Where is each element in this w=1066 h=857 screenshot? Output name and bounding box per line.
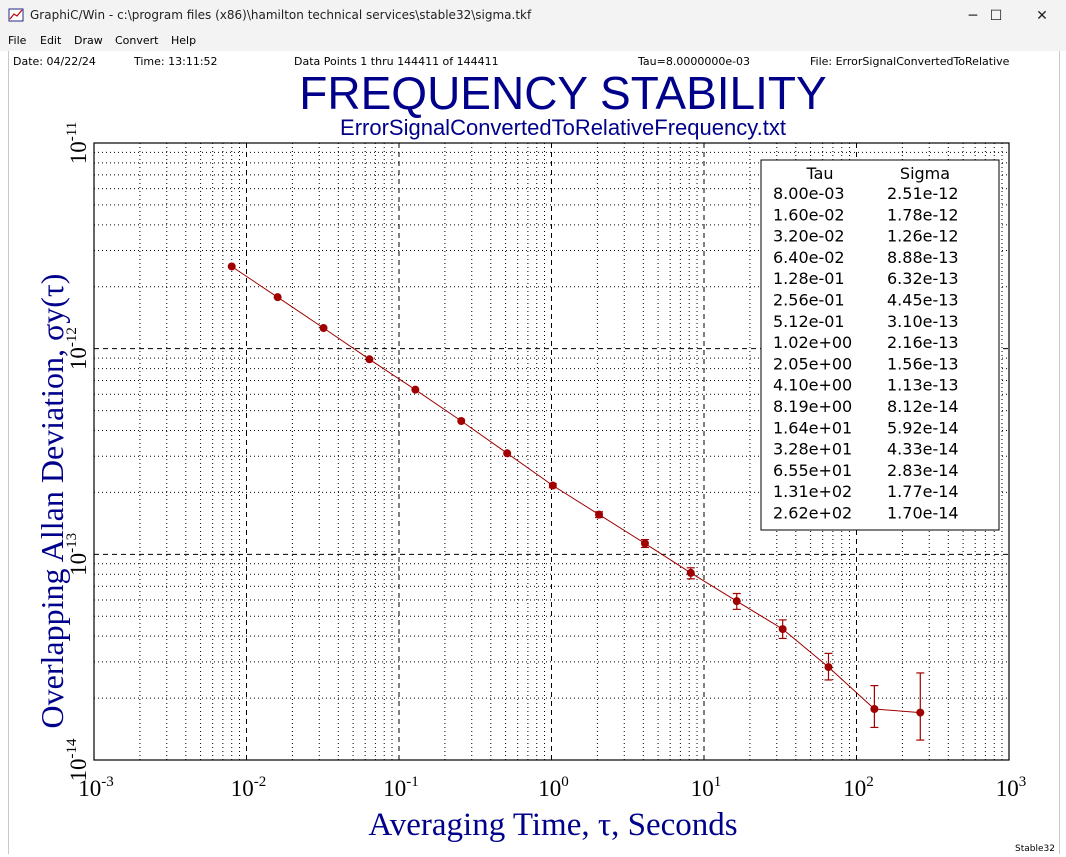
table-cell-sigma: 2.51e-12 bbox=[887, 184, 959, 203]
app-icon bbox=[8, 8, 24, 22]
x-tick-label: 102 bbox=[843, 774, 874, 801]
window-titlebar: GraphiC/Win - c:\program files (x86)\ham… bbox=[0, 0, 1066, 31]
table-cell-tau: 5.12e-01 bbox=[773, 312, 845, 331]
table-cell-tau: 3.20e-02 bbox=[773, 227, 845, 246]
table-cell-sigma: 1.70e-14 bbox=[887, 504, 959, 523]
table-cell-tau: 8.19e+00 bbox=[773, 397, 852, 416]
header-file: File: ErrorSignalConvertedToRelative bbox=[810, 55, 1010, 68]
table-cell-tau: 4.10e+00 bbox=[773, 376, 852, 395]
table-cell-sigma: 1.13e-13 bbox=[887, 376, 959, 395]
y-tick-label: 10-12 bbox=[64, 327, 91, 370]
data-point bbox=[595, 510, 604, 519]
x-tick-label: 10-3 bbox=[78, 774, 114, 801]
resize-grip[interactable] bbox=[1051, 851, 1059, 854]
window-title: GraphiC/Win - c:\program files (x86)\ham… bbox=[30, 8, 532, 22]
table-cell-tau: 1.31e+02 bbox=[773, 482, 852, 501]
y-tick-labels: 10-14 10-13 10-12 10-11 bbox=[64, 122, 91, 782]
data-point bbox=[824, 663, 833, 672]
table-cell-tau: 8.00e-03 bbox=[773, 184, 845, 203]
x-tick-label: 103 bbox=[996, 774, 1027, 801]
table-cell-sigma: 1.77e-14 bbox=[887, 482, 959, 501]
table-header-tau: Tau bbox=[805, 164, 833, 183]
data-point bbox=[870, 705, 879, 714]
data-point bbox=[319, 324, 328, 333]
minimize-icon: ─ bbox=[968, 7, 978, 24]
plot-frame bbox=[93, 142, 1010, 761]
table-cell-tau: 6.40e-02 bbox=[773, 248, 845, 267]
data-point bbox=[411, 385, 420, 394]
table-cell-sigma: 2.83e-14 bbox=[887, 461, 959, 480]
data-table-box bbox=[760, 159, 1000, 531]
menu-convert[interactable]: Convert bbox=[115, 34, 159, 47]
table-cell-tau: 1.64e+01 bbox=[773, 418, 852, 437]
data-point bbox=[273, 293, 282, 302]
table-cell-tau: 2.56e-01 bbox=[773, 291, 845, 310]
data-point bbox=[548, 481, 557, 490]
table-cell-sigma: 1.26e-12 bbox=[887, 227, 959, 246]
series-line bbox=[231, 266, 921, 714]
data-point bbox=[503, 449, 512, 458]
table-cell-sigma: 1.78e-12 bbox=[887, 205, 959, 224]
chart-title: FREQUENCY STABILITY bbox=[299, 67, 826, 119]
table-cell-sigma: 1.56e-13 bbox=[887, 354, 959, 373]
maximize-icon: ☐ bbox=[989, 7, 1003, 24]
graph-canvas: Date: 04/22/24 Time: 13:11:52 Data Point… bbox=[8, 51, 1060, 854]
menu-file[interactable]: File bbox=[8, 34, 27, 47]
data-point bbox=[365, 355, 374, 364]
menu-draw[interactable]: Draw bbox=[74, 34, 103, 47]
data-point bbox=[457, 416, 466, 425]
header-date: Date: 04/22/24 bbox=[13, 55, 96, 68]
table-cell-sigma: 4.33e-14 bbox=[887, 440, 959, 459]
menu-bar: File Edit Draw Convert Help bbox=[0, 31, 1066, 51]
data-point bbox=[778, 625, 787, 634]
menu-edit[interactable]: Edit bbox=[40, 34, 62, 47]
header-points: Data Points 1 thru 144411 of 144411 bbox=[294, 55, 499, 68]
data-point bbox=[916, 708, 925, 717]
table-cell-tau: 1.28e-01 bbox=[773, 269, 845, 288]
table-cell-sigma: 5.92e-14 bbox=[887, 418, 959, 437]
table-cell-sigma: 6.32e-13 bbox=[887, 269, 959, 288]
y-axis-label: Overlapping Allan Deviation, σy(τ) bbox=[34, 274, 70, 729]
y-tick-label: 10-14 bbox=[64, 738, 91, 781]
x-axis-label: Averaging Time, τ, Seconds bbox=[368, 807, 737, 843]
menu-help[interactable]: Help bbox=[171, 34, 197, 47]
table-cell-sigma: 8.88e-13 bbox=[887, 248, 959, 267]
table-cell-tau: 6.55e+01 bbox=[773, 461, 852, 480]
minimize-button[interactable]: ─ bbox=[950, 0, 996, 31]
table-rows: 8.00e-03 2.51e-12 1.60e-02 1.78e-12 3.20e-02… bbox=[773, 184, 959, 523]
chart-subtitle: ErrorSignalConvertedToRelativeFrequency.… bbox=[340, 115, 786, 140]
stable32-tag: Stable32 bbox=[1015, 844, 1055, 854]
x-tick-label: 101 bbox=[691, 774, 722, 801]
data-point bbox=[686, 568, 695, 577]
table-cell-tau: 1.02e+00 bbox=[773, 333, 852, 352]
table-cell-tau: 2.62e+02 bbox=[773, 504, 852, 523]
table-cell-sigma: 8.12e-14 bbox=[887, 397, 959, 416]
table-cell-tau: 3.28e+01 bbox=[773, 440, 852, 459]
table-cell-sigma: 3.10e-13 bbox=[887, 312, 959, 331]
x-tick-label: 10-1 bbox=[383, 774, 419, 801]
table-cell-tau: 1.60e-02 bbox=[773, 205, 845, 224]
close-button[interactable]: ✕ bbox=[1019, 0, 1065, 31]
maximize-button[interactable]: ☐ bbox=[973, 0, 1019, 31]
stability-chart: Date: 04/22/24 Time: 13:11:52 Data Point… bbox=[13, 55, 1055, 854]
series-layer bbox=[227, 262, 925, 741]
data-point bbox=[732, 597, 741, 606]
x-tick-label: 100 bbox=[538, 774, 569, 801]
header-tau: Tau=8.0000000e-03 bbox=[637, 55, 750, 68]
x-tick-labels: 10-3 10-2 10-1 100 101 102 103 bbox=[78, 774, 1026, 801]
y-tick-label: 10-11 bbox=[64, 122, 91, 164]
table-cell-tau: 2.05e+00 bbox=[773, 354, 852, 373]
data-point bbox=[640, 539, 649, 548]
data-point bbox=[227, 262, 236, 271]
data-table: Tau Sigma 8.00e-03 2.51e-12 1.60e-02 1.78e-… bbox=[760, 159, 1000, 531]
header-time: Time: 13:11:52 bbox=[133, 55, 218, 68]
table-cell-sigma: 4.45e-13 bbox=[887, 291, 959, 310]
x-tick-label: 10-2 bbox=[231, 774, 267, 801]
y-tick-label: 10-13 bbox=[64, 533, 91, 576]
table-header-sigma: Sigma bbox=[900, 164, 950, 183]
y-axis-label-text: Overlapping Allan Deviation, σy(τ) bbox=[34, 274, 70, 729]
close-icon: ✕ bbox=[1036, 7, 1048, 24]
table-cell-sigma: 2.16e-13 bbox=[887, 333, 959, 352]
